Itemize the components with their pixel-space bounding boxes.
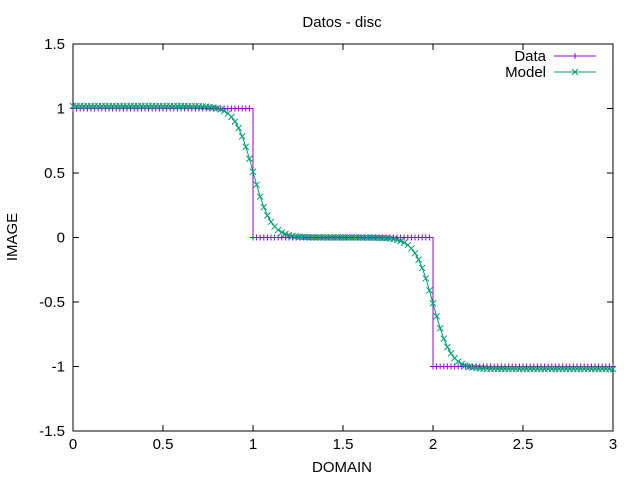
model-point — [242, 143, 250, 151]
y-tick-label: 1 — [57, 101, 65, 118]
model-point — [440, 335, 448, 342]
model-point — [235, 124, 242, 132]
model-point — [609, 365, 617, 373]
x-tick-label: 1 — [249, 436, 257, 453]
model-point — [278, 228, 286, 236]
model-point — [282, 230, 289, 238]
legend-swatch-data — [554, 53, 596, 59]
legend: Data Model — [505, 48, 596, 81]
model-point — [253, 181, 260, 189]
x-tick-label: 3 — [609, 436, 617, 453]
model-point — [454, 358, 462, 365]
model-point — [458, 360, 466, 368]
model-point — [400, 239, 408, 247]
model-point — [393, 236, 401, 244]
model-point — [411, 249, 419, 257]
model-point — [422, 274, 430, 282]
model-point — [238, 133, 246, 140]
x-tick-label: 2.5 — [513, 436, 534, 453]
x-tick-label: 0.5 — [153, 436, 174, 453]
model-point — [447, 350, 455, 357]
model-point — [220, 107, 228, 115]
tick-marks — [72, 43, 614, 432]
x-tick-label: 2 — [429, 436, 437, 453]
y-tick-label: 1.5 — [44, 36, 65, 53]
x-tick-labels: 0 0.5 1 1.5 2 2.5 3 — [69, 436, 617, 453]
model-point — [429, 299, 437, 307]
x-axis-title: DOMAIN — [312, 459, 372, 476]
model-point — [408, 245, 415, 252]
model-point — [246, 155, 253, 163]
model-point — [213, 104, 221, 112]
model-point — [397, 237, 404, 245]
model-point — [249, 168, 257, 176]
model-point — [264, 212, 271, 219]
y-tick-label: 0.5 — [44, 165, 65, 182]
chart-title: Datos - disc — [302, 14, 382, 31]
model-point — [267, 218, 275, 226]
model-point — [260, 203, 268, 211]
y-tick-labels: -1.5 -1 -0.5 0 0.5 1 1.5 — [39, 36, 65, 440]
model-point — [415, 256, 422, 263]
model-point — [256, 193, 264, 201]
model-point — [228, 113, 235, 121]
model-point — [436, 324, 444, 332]
data-point — [426, 234, 433, 241]
model-point — [433, 312, 440, 320]
legend-swatch-model — [554, 68, 596, 76]
x-tick-label: 1.5 — [333, 436, 354, 453]
y-tick-label: -1.5 — [39, 423, 65, 440]
model-point — [426, 286, 433, 294]
model-point — [418, 264, 426, 272]
legend-marker-data — [572, 53, 578, 59]
data-point — [246, 105, 253, 112]
y-axis-title: IMAGE — [4, 213, 21, 261]
legend-label-model: Model — [505, 64, 546, 81]
model-point — [217, 106, 224, 113]
model-point — [231, 118, 239, 125]
y-tick-label: 0 — [57, 230, 65, 247]
model-point — [274, 226, 282, 234]
model-point — [444, 343, 451, 351]
series-layer — [69, 102, 617, 373]
y-tick-label: -0.5 — [39, 294, 65, 311]
model-point — [462, 362, 469, 369]
x-tick-label: 0 — [69, 436, 77, 453]
y-tick-label: -1 — [52, 359, 65, 376]
legend-marker-model — [571, 68, 579, 76]
legend-label-data: Data — [514, 48, 546, 65]
